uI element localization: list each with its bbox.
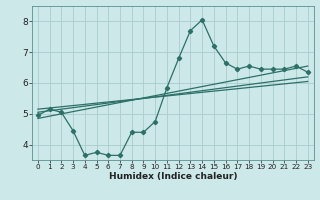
X-axis label: Humidex (Indice chaleur): Humidex (Indice chaleur) — [108, 172, 237, 181]
